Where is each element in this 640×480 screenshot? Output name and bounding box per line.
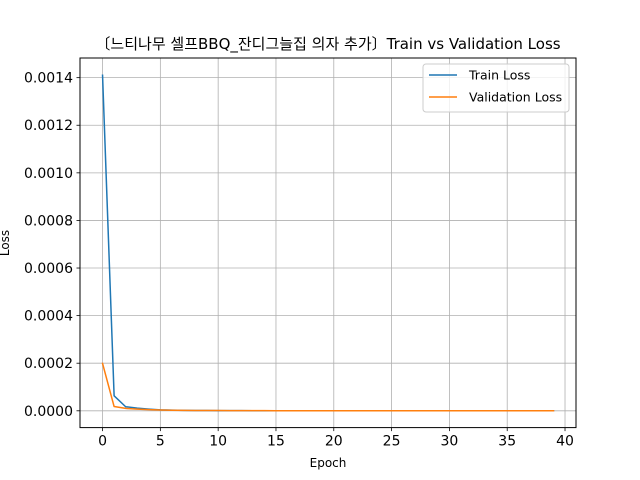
y-tick-label: 0.0010 bbox=[24, 166, 73, 182]
chart-title: 〔느티나무 셀프BBQ_잔디그늘집 의자 추가〕Train vs Validat… bbox=[95, 35, 560, 54]
x-tick-label: 10 bbox=[209, 434, 227, 450]
x-tick-label: 5 bbox=[156, 434, 165, 450]
y-tick-label: 0.0004 bbox=[24, 309, 73, 325]
x-tick-label: 30 bbox=[440, 434, 458, 450]
x-tick-label: 25 bbox=[383, 434, 401, 450]
plot-frame bbox=[79, 57, 577, 429]
y-tick-label: 0.0000 bbox=[24, 404, 73, 420]
y-tick-label: 0.0002 bbox=[24, 356, 73, 372]
legend-label-train-loss: Train Loss bbox=[468, 68, 530, 83]
legend-box bbox=[422, 63, 570, 113]
ticks-layer: 0 5 10 15 20 25 30 35 40 0.0000 0.0002 0.0004 0.0006… bbox=[24, 71, 574, 450]
y-tick-label: 0.0012 bbox=[24, 118, 73, 134]
y-tick-label: 0.0014 bbox=[24, 71, 73, 87]
x-tick-label: 35 bbox=[498, 434, 516, 450]
legend: Train Loss Validation Loss bbox=[422, 63, 570, 113]
validation-loss-line bbox=[101, 362, 555, 412]
x-tick-label: 20 bbox=[325, 434, 343, 450]
y-axis-label: Loss bbox=[0, 230, 12, 256]
legend-label-validation-loss: Validation Loss bbox=[469, 90, 562, 105]
x-tick-label: 40 bbox=[556, 434, 574, 450]
x-tick-label: 15 bbox=[267, 434, 285, 450]
x-tick-label: 0 bbox=[98, 434, 107, 450]
x-axis-label: Epoch bbox=[310, 456, 347, 470]
y-tick-label: 0.0006 bbox=[24, 261, 73, 277]
series-layer bbox=[101, 74, 555, 412]
y-tick-label: 0.0008 bbox=[24, 213, 73, 229]
